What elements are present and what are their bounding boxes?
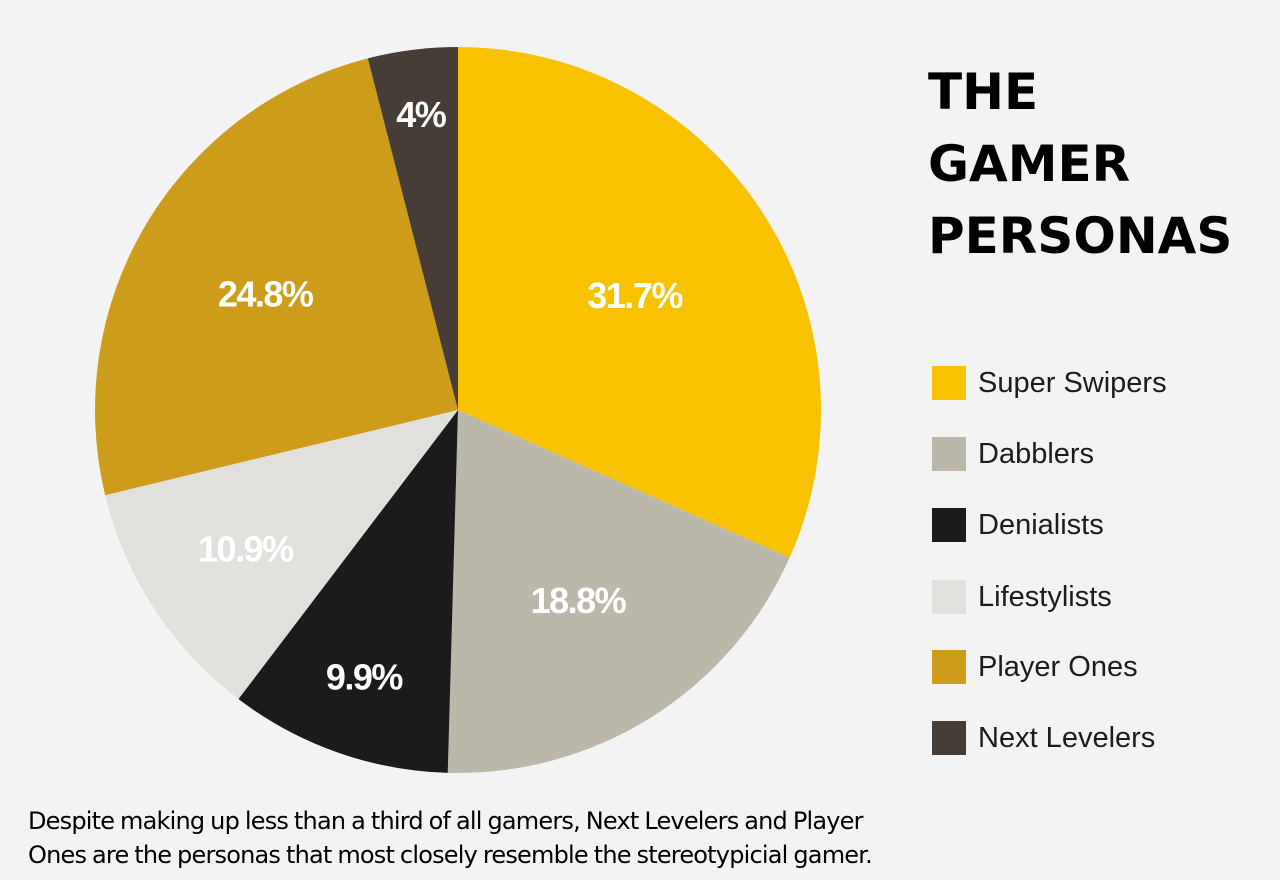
- caption-line: Ones are the personas that most closely …: [28, 841, 873, 869]
- legend-swatch: [932, 580, 966, 614]
- slice-label: 18.8%: [531, 580, 627, 621]
- legend-item: Next Levelers: [932, 720, 1155, 756]
- pie-slice-next-levelers: [367, 47, 458, 410]
- pie-slice-super-swipers: [458, 47, 821, 558]
- slice-label: 10.9%: [198, 529, 294, 570]
- legend-label: Next Levelers: [978, 721, 1156, 754]
- legend-label: Lifestylists: [978, 580, 1112, 613]
- slice-label: 31.7%: [587, 275, 683, 316]
- slice-label: 4%: [396, 94, 447, 135]
- title-line: PERSONAS: [928, 207, 1233, 265]
- legend-item: Denialists: [932, 507, 1104, 543]
- slice-label: 24.8%: [218, 274, 314, 315]
- legend-swatch: [932, 508, 966, 542]
- pie-slice-dabblers: [447, 410, 790, 773]
- title-line: GAMER: [928, 135, 1131, 193]
- caption-line: Despite making up less than a third of a…: [28, 807, 864, 835]
- legend-item: Lifestylists: [932, 579, 1112, 615]
- pie-slice-player-ones: [95, 58, 458, 496]
- legend-swatch: [932, 437, 966, 471]
- slice-label: 9.9%: [326, 657, 404, 698]
- title-line: THE: [928, 63, 1039, 121]
- legend-label: Denialists: [978, 508, 1104, 541]
- legend-item: Dabblers: [932, 436, 1094, 472]
- legend-label: Super Swipers: [978, 366, 1167, 399]
- chart-title: THE GAMER PERSONAS: [928, 56, 1232, 272]
- legend-label: Dabblers: [978, 437, 1095, 470]
- legend-item: Player Ones: [932, 649, 1138, 685]
- pie-slice-lifestylists: [105, 410, 458, 700]
- caption: Despite making up less than a third of a…: [28, 804, 873, 872]
- legend-swatch: [932, 650, 966, 684]
- legend-item: Super Swipers: [932, 365, 1167, 401]
- pie-slice-denialists: [238, 410, 458, 773]
- legend-swatch: [932, 721, 966, 755]
- legend-swatch: [932, 366, 966, 400]
- pie-chart: 31.7% 18.8% 9.9% 10.9% 24.8% 4%: [95, 47, 821, 773]
- legend-label: Player Ones: [978, 650, 1138, 683]
